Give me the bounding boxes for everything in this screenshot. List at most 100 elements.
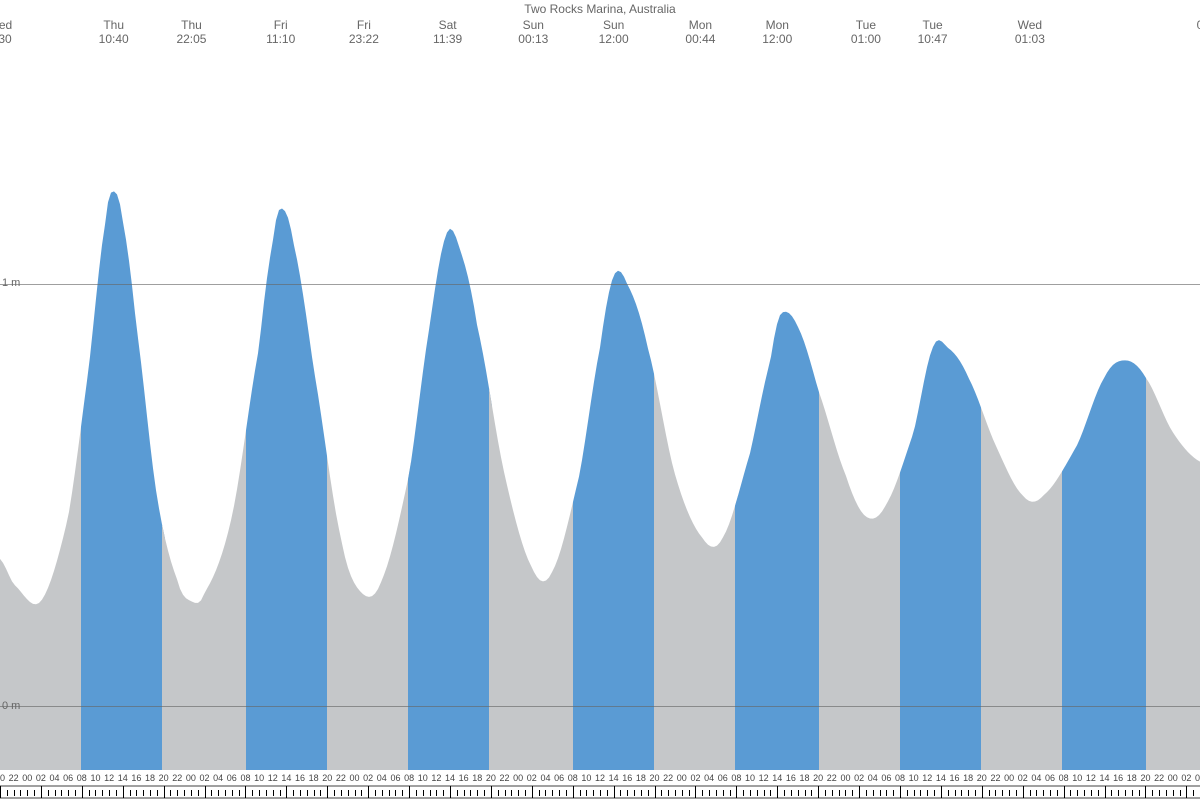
x-hour-label: 22 (661, 773, 675, 783)
x-hour-label: 12 (102, 773, 116, 783)
x-hour-label: 16 (457, 773, 471, 783)
x-tick-minor (75, 790, 76, 796)
x-hour-label: 02 (1016, 773, 1030, 783)
x-hour-label: 02 (361, 773, 375, 783)
x-hour-label: 20 (484, 773, 498, 783)
x-hour-label: 02 (198, 773, 212, 783)
x-hour-label: 20 (157, 773, 171, 783)
x-hour-label: 10 (1070, 773, 1084, 783)
x-tick-minor (457, 790, 458, 796)
x-tick-minor (348, 790, 349, 796)
x-tick-minor (470, 790, 471, 796)
x-tick-minor (920, 790, 921, 796)
x-tick-minor (266, 790, 267, 796)
x-hour-label: 16 (948, 773, 962, 783)
x-hour-label: 18 (798, 773, 812, 783)
x-tick-minor (1125, 790, 1126, 796)
x-hour-label: 22 (498, 773, 512, 783)
x-tick-minor (232, 790, 233, 796)
x-hour-label: 10 (743, 773, 757, 783)
x-tick-minor (975, 790, 976, 796)
x-tick-minor (702, 790, 703, 796)
x-hour-label: 12 (429, 773, 443, 783)
x-tick-minor (1139, 790, 1140, 796)
x-tick-major (900, 786, 901, 798)
x-tick-minor (1132, 790, 1133, 796)
x-tick-minor (89, 790, 90, 796)
x-tick-minor (627, 790, 628, 796)
x-tick-minor (61, 790, 62, 796)
x-hour-label: 00 (20, 773, 34, 783)
x-hour-label: 14 (770, 773, 784, 783)
x-tick-minor (661, 790, 662, 796)
x-tick-minor (886, 790, 887, 796)
x-tick-major (695, 786, 696, 798)
x-tick-minor (341, 790, 342, 796)
x-tick-minor (416, 790, 417, 796)
x-tick-minor (593, 790, 594, 796)
x-tick-minor (7, 790, 8, 796)
x-tick-minor (170, 790, 171, 796)
x-tick-minor (130, 790, 131, 796)
tide-band-day (246, 208, 327, 770)
x-hour-label: 06 (225, 773, 239, 783)
x-tick-minor (430, 790, 431, 796)
x-hour-label: 20 (975, 773, 989, 783)
x-hour-label: 12 (1084, 773, 1098, 783)
x-tick-minor (805, 790, 806, 796)
x-hour-label: 12 (757, 773, 771, 783)
x-tick-major (818, 786, 819, 798)
x-tick-minor (280, 790, 281, 796)
x-tick-major (123, 786, 124, 798)
x-tick-minor (1057, 790, 1058, 796)
x-tick-major (82, 786, 83, 798)
x-hour-label: 14 (1098, 773, 1112, 783)
x-tick-minor (580, 790, 581, 796)
x-tick-major (655, 786, 656, 798)
x-hour-label: 06 (879, 773, 893, 783)
x-tick-minor (259, 790, 260, 796)
x-tick-minor (443, 790, 444, 796)
x-tick-minor (498, 790, 499, 796)
x-hour-label: 00 (348, 773, 362, 783)
x-hour-label: 18 (634, 773, 648, 783)
x-tick-minor (716, 790, 717, 796)
x-tick-minor (634, 790, 635, 796)
x-tick-minor (914, 790, 915, 796)
x-tick-minor (423, 790, 424, 796)
x-hour-label: 18 (307, 773, 321, 783)
x-hour-label: 04 (375, 773, 389, 783)
x-hour-label: 10 (907, 773, 921, 783)
x-tick-minor (1152, 790, 1153, 796)
y-axis-label: 0 m (2, 700, 20, 712)
x-tick-major (532, 786, 533, 798)
x-tick-major (1105, 786, 1106, 798)
x-tick-minor (361, 790, 362, 796)
tide-band-night (654, 374, 738, 770)
x-hour-label: 22 (1152, 773, 1166, 783)
x-tick-minor (314, 790, 315, 796)
tide-band-night (0, 427, 81, 770)
y-axis-label: 1 m (2, 277, 20, 289)
x-tick-minor (1002, 790, 1003, 796)
x-tick-major (573, 786, 574, 798)
x-tick-minor (68, 790, 69, 796)
x-tick-minor (477, 790, 478, 796)
x-tick-minor (995, 790, 996, 796)
x-tick-minor (1030, 790, 1031, 796)
x-tick-minor (157, 790, 158, 796)
x-tick-minor (668, 790, 669, 796)
x-tick-major (491, 786, 492, 798)
x-hour-label: 04 (538, 773, 552, 783)
tide-band-night (162, 430, 246, 770)
x-tick-major (327, 786, 328, 798)
x-tick-minor (709, 790, 710, 796)
x-tick-major (245, 786, 246, 798)
x-tick-minor (675, 790, 676, 796)
x-tick-minor (252, 790, 253, 796)
x-tick-minor (648, 790, 649, 796)
x-tick-minor (948, 790, 949, 796)
x-hour-label: 16 (293, 773, 307, 783)
x-hour-label: 14 (934, 773, 948, 783)
x-tick-minor (798, 790, 799, 796)
